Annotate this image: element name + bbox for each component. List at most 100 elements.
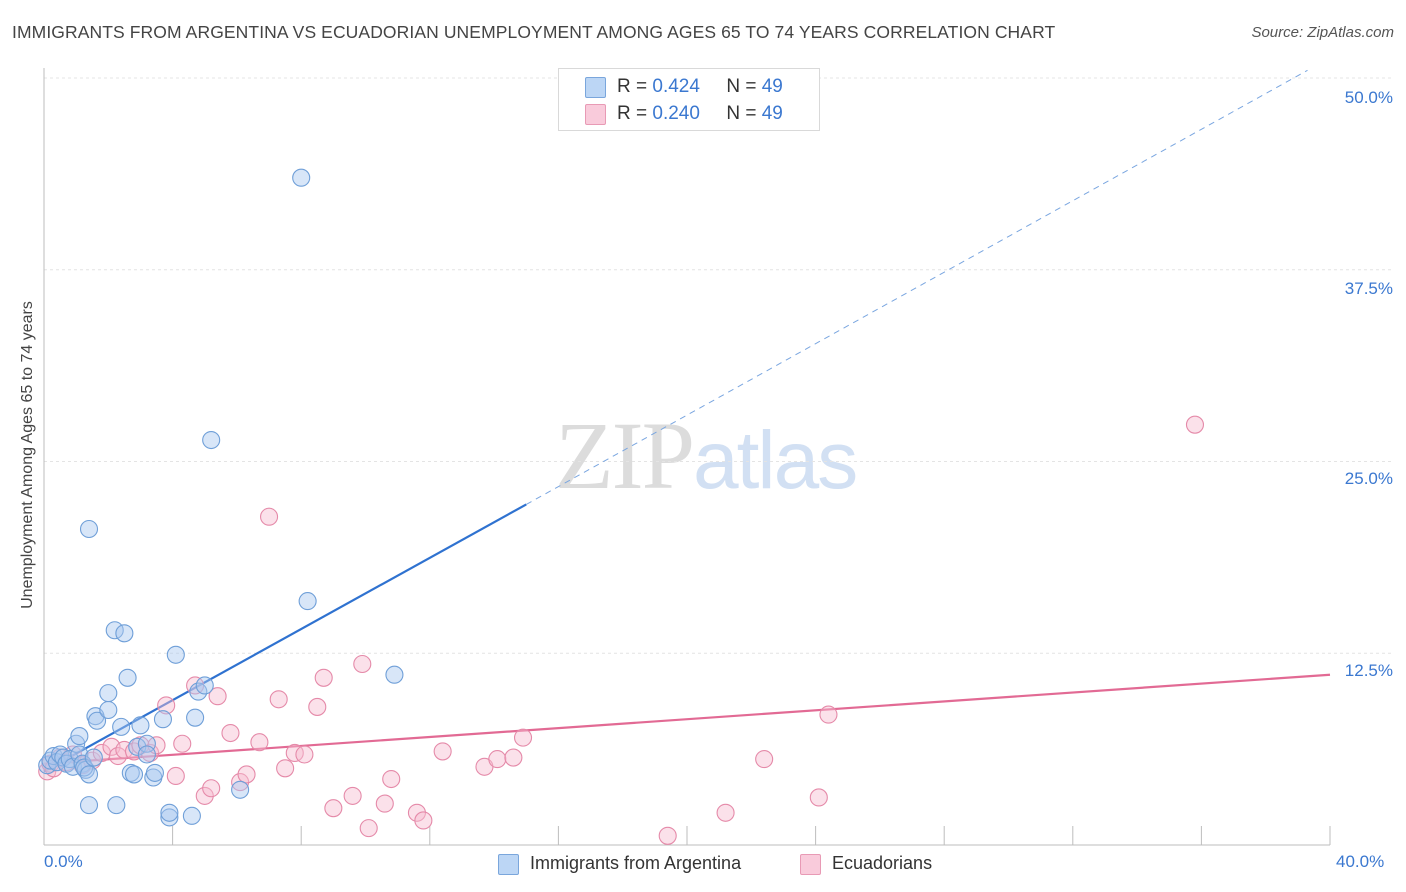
point-ecuadorians: [250, 733, 269, 752]
point-argentina: [137, 734, 156, 753]
y-tick-37-5: 37.5%: [1344, 279, 1393, 298]
point-ecuadorians: [353, 654, 372, 674]
point-argentina: [107, 796, 126, 815]
legend-n-label: N =: [726, 76, 757, 97]
point-ecuadorians: [433, 742, 452, 761]
point-ecuadorians: [131, 736, 150, 755]
point-argentina: [51, 745, 70, 764]
point-ecuadorians: [147, 736, 166, 755]
y-tick-50: 50.0%: [1344, 88, 1393, 107]
point-ecuadorians: [359, 819, 378, 838]
point-ecuadorians: [259, 507, 279, 526]
point-argentina: [121, 763, 140, 782]
legend-swatch-ecuadorians: [585, 104, 606, 125]
point-ecuadorians: [221, 723, 240, 743]
point-ecuadorians: [513, 728, 533, 747]
point-argentina: [70, 727, 89, 746]
trend-line-argentina: [43, 503, 527, 773]
point-argentina: [84, 748, 103, 767]
x-tick-min: 0.0%: [44, 852, 83, 871]
point-ecuadorians: [324, 799, 343, 818]
point-argentina: [131, 716, 150, 735]
point-ecuadorians: [166, 766, 185, 786]
point-argentina: [160, 803, 179, 822]
point-argentina: [99, 700, 118, 720]
y-tick-25: 25.0%: [1344, 469, 1393, 488]
y-tick-12-5: 12.5%: [1344, 661, 1393, 680]
source-credit: Source: ZipAtlas.com: [1251, 24, 1394, 41]
point-ecuadorians: [382, 769, 401, 789]
point-argentina: [298, 592, 317, 611]
series-ecuadorians: [38, 415, 1205, 845]
bottom-legend-swatch-ecuadorians: [800, 854, 821, 875]
legend-r-value-argentina: 0.424: [652, 76, 700, 97]
point-ecuadorians: [173, 734, 192, 753]
point-ecuadorians: [308, 697, 327, 716]
point-argentina: [87, 711, 107, 730]
legend-swatch-argentina: [585, 77, 606, 98]
legend-r-label: R =: [617, 103, 648, 124]
point-ecuadorians: [343, 786, 362, 805]
series-argentina: [38, 168, 404, 827]
point-ecuadorians: [809, 788, 828, 807]
point-argentina: [231, 780, 250, 799]
bottom-legend-swatch-argentina: [498, 854, 519, 875]
point-ecuadorians: [208, 687, 227, 706]
legend-n-value-argentina: 49: [761, 76, 783, 97]
point-argentina: [202, 430, 221, 450]
point-argentina: [385, 665, 404, 684]
point-ecuadorians: [407, 803, 426, 822]
watermark: ZIPatlas: [555, 400, 858, 511]
point-ecuadorians: [1185, 415, 1205, 434]
point-ecuadorians: [285, 743, 304, 763]
point-argentina: [145, 763, 164, 782]
point-ecuadorians: [295, 745, 314, 764]
bottom-legend-label-ecuadorians: Ecuadorians: [832, 853, 933, 873]
point-argentina: [292, 168, 311, 187]
legend-n-value-ecuadorians: 49: [761, 103, 783, 124]
point-ecuadorians: [755, 750, 774, 769]
point-argentina: [153, 710, 173, 729]
point-ecuadorians: [195, 786, 214, 805]
point-argentina: [128, 737, 147, 756]
trend-line-ecuadorians: [43, 673, 1331, 765]
point-ecuadorians: [157, 696, 176, 715]
trend-lines: [43, 69, 1331, 773]
x-tick-max: 40.0%: [1336, 852, 1385, 871]
point-argentina: [105, 621, 124, 640]
point-argentina: [186, 708, 205, 727]
point-argentina: [160, 808, 179, 827]
point-argentina: [182, 806, 201, 825]
legend-n-label: N =: [726, 103, 757, 124]
point-ecuadorians: [269, 690, 288, 709]
point-argentina: [115, 624, 134, 643]
point-ecuadorians: [231, 773, 250, 792]
chart-title: IMMIGRANTS FROM ARGENTINA VS ECUADORIAN …: [12, 22, 1056, 42]
point-argentina: [118, 668, 137, 687]
point-ecuadorians: [237, 765, 256, 784]
point-argentina: [79, 796, 99, 815]
point-argentina: [79, 519, 99, 539]
point-ecuadorians: [488, 750, 507, 769]
axes: [43, 68, 1331, 846]
watermark-zip: ZIP: [555, 402, 695, 509]
point-ecuadorians: [414, 811, 433, 830]
point-argentina: [112, 717, 131, 736]
trend-line-argentina-extension: [526, 69, 1308, 505]
point-argentina: [124, 765, 144, 784]
legend-r-value-ecuadorians: 0.240: [652, 103, 700, 124]
point-argentina: [99, 684, 118, 703]
point-argentina: [166, 645, 185, 664]
point-ecuadorians: [716, 803, 735, 822]
point-ecuadorians: [819, 705, 838, 724]
watermark-atlas: atlas: [693, 415, 858, 506]
gridlines: [44, 77, 1392, 654]
point-argentina: [195, 676, 214, 695]
bottom-legend-label-argentina: Immigrants from Argentina: [530, 853, 742, 873]
correlation-legend: R = 0.424 N = 49 R = 0.240 N = 49: [558, 68, 820, 131]
legend-r-label: R =: [617, 76, 648, 97]
point-ecuadorians: [202, 779, 221, 798]
point-ecuadorians: [276, 759, 295, 778]
point-argentina: [137, 745, 156, 764]
